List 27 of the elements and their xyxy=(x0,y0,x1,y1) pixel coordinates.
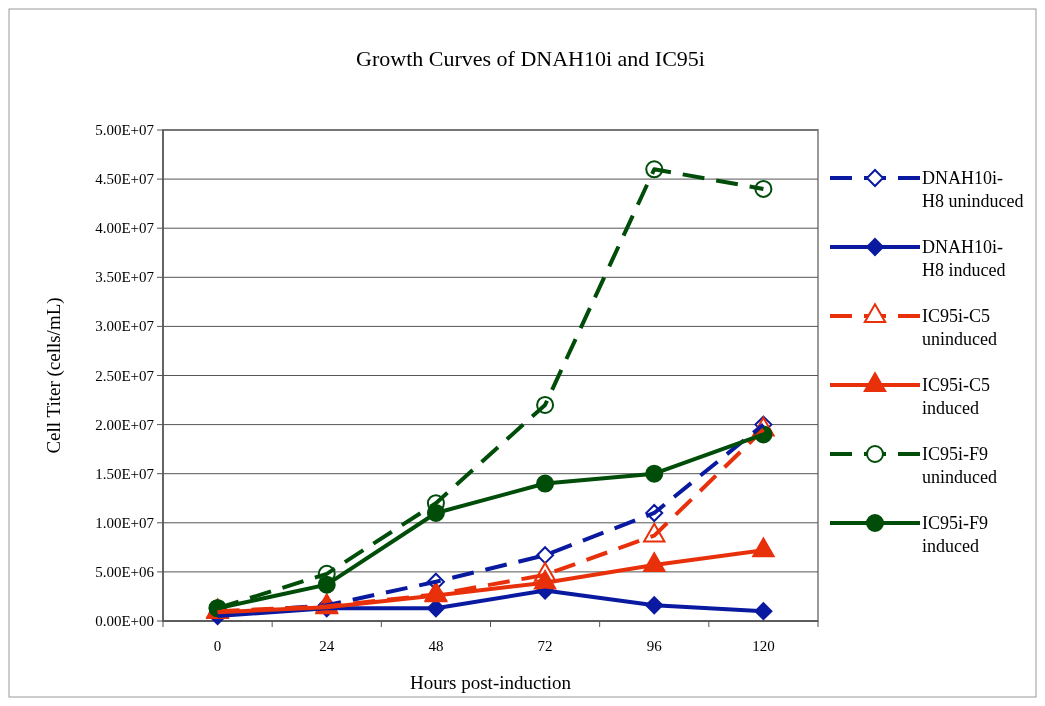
y-tick-label: 3.50E+07 xyxy=(95,269,155,286)
y-tick-label: 2.50E+07 xyxy=(95,367,155,384)
legend-label: IC95i-C5 uninduced xyxy=(922,306,997,349)
point xyxy=(536,546,555,565)
legend-label: DNAH10i-H8 uninduced xyxy=(922,168,1024,211)
x-tick-label: 72 xyxy=(537,638,553,654)
y-tick-label: 1.50E+07 xyxy=(95,465,155,482)
y-tick-label: 3.00E+07 xyxy=(95,318,155,335)
x-axis-title: Hours post-induction xyxy=(410,672,572,693)
y-tick-label: 4.50E+07 xyxy=(95,171,155,188)
legend-label: IC95i-C5 induced xyxy=(922,375,991,418)
y-axis-title: Cell Titer (cells/mL) xyxy=(43,297,65,454)
y-tick-label: 5.00E+06 xyxy=(95,563,155,580)
y-tick-label: 5.00E+07 xyxy=(95,122,155,138)
x-tick-label: 0 xyxy=(213,638,222,654)
x-tick-label: 48 xyxy=(428,638,444,654)
chart-title: Growth Curves of DNAH10i and IC95i xyxy=(356,46,705,71)
x-tick-label: 24 xyxy=(319,638,335,654)
legend-label: IC95i-F9 induced xyxy=(922,513,989,556)
x-tick-label: 96 xyxy=(646,638,663,654)
y-tick-label: 1.00E+07 xyxy=(95,514,155,531)
x-tick-label: 120 xyxy=(752,638,775,654)
legend-label: DNAH10i-H8 induced xyxy=(922,237,1006,280)
y-tick-label: 4.00E+07 xyxy=(95,220,155,237)
y-tick-label: 0.00E+00 xyxy=(95,613,154,629)
y-tick-label: 2.00E+07 xyxy=(95,416,155,433)
legend-label: IC95i-F9 uninduced xyxy=(922,444,997,487)
